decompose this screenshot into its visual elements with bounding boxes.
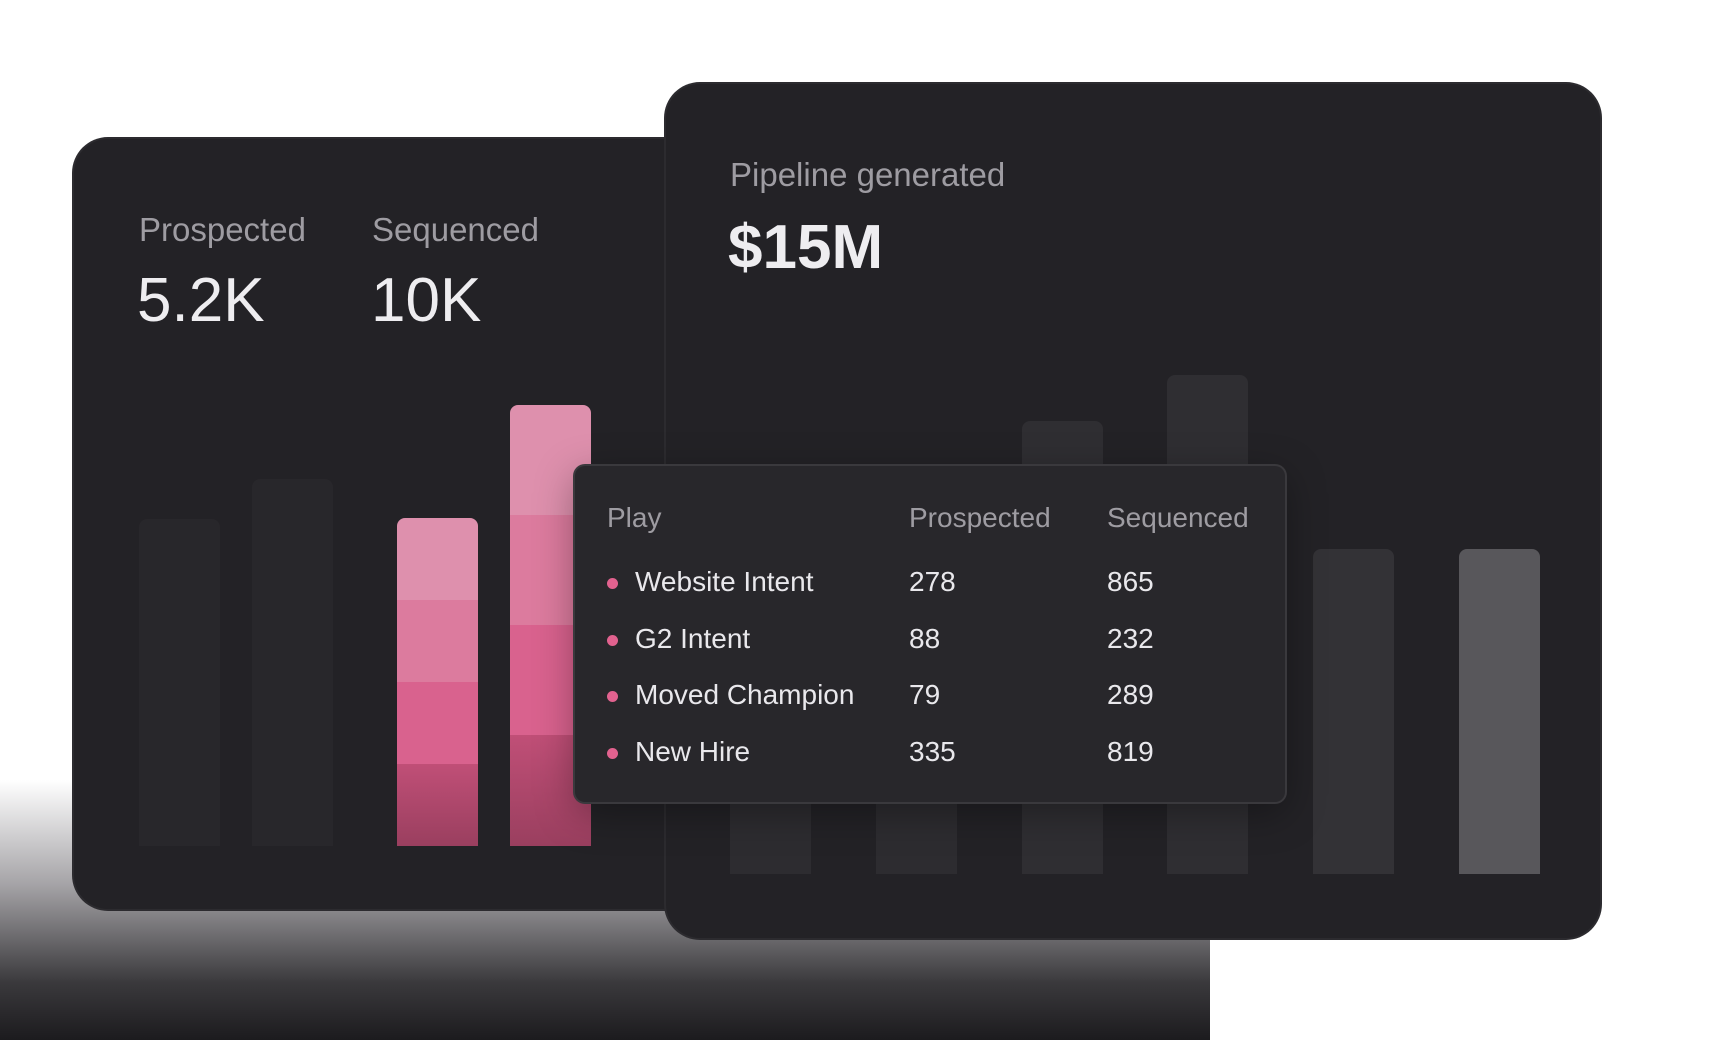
play-name: New Hire	[635, 736, 751, 767]
prospected-count: 88	[909, 623, 941, 654]
column-header-prospected: Prospected	[909, 502, 1051, 533]
chart-bar-highlighted[interactable]	[1459, 549, 1540, 874]
prospected-count: 79	[909, 679, 941, 710]
column-header-play: Play	[607, 502, 662, 533]
sequenced-value: 10K	[371, 266, 482, 335]
series-dot-icon	[607, 578, 618, 589]
chart-bar-stacked[interactable]	[397, 518, 478, 846]
bar-segment	[397, 764, 478, 846]
pipeline-value: $15M	[728, 213, 884, 282]
chart-bar[interactable]	[876, 794, 957, 874]
prospected-value: 5.2K	[137, 266, 265, 335]
series-dot-icon	[607, 635, 618, 646]
chart-bar[interactable]	[139, 519, 220, 846]
breakdown-tooltip: Play Prospected Sequenced Website Intent…	[575, 466, 1285, 802]
series-dot-icon	[607, 691, 618, 702]
play-name: G2 Intent	[635, 623, 751, 654]
sequenced-count: 232	[1107, 623, 1154, 654]
pipeline-label: Pipeline generated	[730, 156, 1006, 193]
series-dot-icon	[607, 748, 618, 759]
bar-segment	[397, 518, 478, 600]
chart-bar[interactable]	[730, 794, 811, 874]
play-name: Moved Champion	[635, 679, 855, 710]
table-row: G2 Intent 88 232	[575, 623, 1285, 663]
sequenced-count: 819	[1107, 736, 1154, 767]
column-header-sequenced: Sequenced	[1107, 502, 1249, 533]
prospected-count: 335	[909, 736, 956, 767]
sequenced-count: 865	[1107, 566, 1154, 597]
chart-bar[interactable]	[252, 479, 333, 846]
prospected-label: Prospected	[139, 211, 306, 248]
prospected-count: 278	[909, 566, 956, 597]
play-name: Website Intent	[635, 566, 814, 597]
bar-segment	[397, 682, 478, 764]
bar-segment	[397, 600, 478, 682]
table-row: New Hire 335 819	[575, 736, 1285, 776]
table-row: Moved Champion 79 289	[575, 679, 1285, 719]
sequenced-label: Sequenced	[372, 211, 539, 248]
sequenced-count: 289	[1107, 679, 1154, 710]
table-row: Website Intent 278 865	[575, 566, 1285, 606]
chart-bar[interactable]	[1313, 549, 1394, 874]
